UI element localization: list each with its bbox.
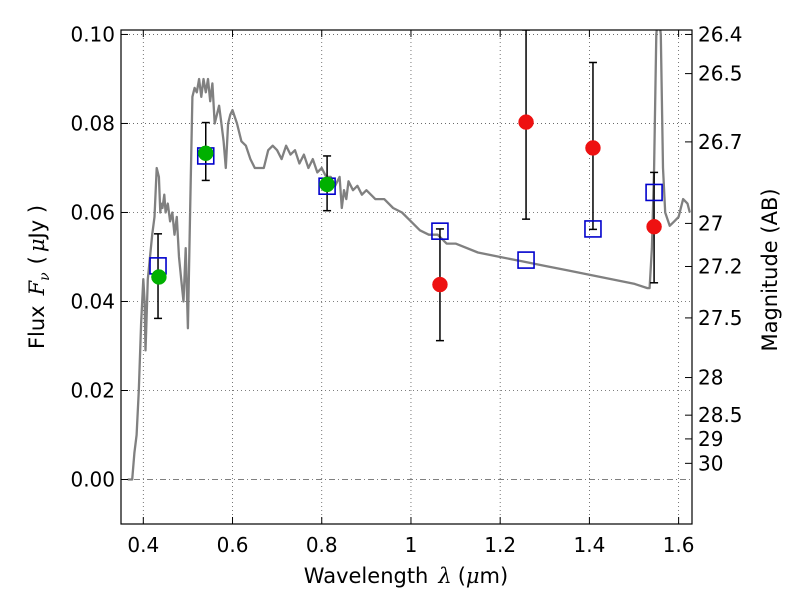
y-axis-F: F xyxy=(25,279,49,296)
measured-point xyxy=(585,140,601,156)
magnitude-axis-label: Magnitude (AB) xyxy=(758,188,782,351)
y-tick-label: 0.10 xyxy=(70,22,115,46)
x-tick-label: 0.8 xyxy=(306,533,338,557)
mag-tick-label: 30 xyxy=(698,451,723,475)
y-axis-label: Flux Fν ( μJy ) xyxy=(25,205,53,349)
mag-tick-label: 26.7 xyxy=(698,130,743,154)
x-tick-label: 0.6 xyxy=(217,533,249,557)
mag-tick-label: 27.5 xyxy=(698,306,743,330)
y-axis-unit-mu: μ xyxy=(25,238,49,252)
y-axis-unit-open: ( xyxy=(25,256,49,264)
y-axis-label-text: Flux xyxy=(25,305,49,349)
mag-tick-label: 28.5 xyxy=(698,403,743,427)
detection-point xyxy=(198,145,214,162)
mag-tick-label: 27.2 xyxy=(698,254,743,278)
detection-point xyxy=(319,176,335,193)
x-axis-lambda: λ xyxy=(437,564,451,588)
model-photometry-square xyxy=(645,183,663,202)
x-tick-label: 1.6 xyxy=(663,533,695,557)
x-tick-label: 0.4 xyxy=(127,533,159,557)
y-tick-label: 0.06 xyxy=(70,200,115,224)
plot-frame xyxy=(120,29,693,525)
x-axis-unit-open: ( xyxy=(458,564,466,588)
x-axis-unit-mu: μ xyxy=(466,564,480,588)
model-photometry-square xyxy=(517,251,535,269)
measured-point xyxy=(518,114,534,130)
mag-tick-label: 28 xyxy=(698,366,723,390)
y-tick-label: 0.08 xyxy=(70,111,115,135)
mag-tick-label: 26.4 xyxy=(698,22,743,46)
detection-point xyxy=(151,269,167,285)
x-axis-label-text: Wavelength xyxy=(304,564,429,588)
measured-point xyxy=(646,218,662,235)
model-photometry-square xyxy=(431,222,449,240)
gridlines xyxy=(121,30,692,524)
x-tick-label: 1.4 xyxy=(573,533,605,557)
plot-contents xyxy=(127,30,691,481)
y-tick-label: 0.00 xyxy=(70,467,115,491)
plot-area xyxy=(127,30,691,481)
x-tick-label: 1 xyxy=(405,533,418,557)
measured-point xyxy=(432,276,448,293)
y-axis-nu: ν xyxy=(37,272,53,281)
mag-tick-label: 27 xyxy=(698,211,723,235)
y-axis-unit-rest: Jy ) xyxy=(25,205,49,241)
x-axis-unit-rest: m) xyxy=(480,564,509,588)
x-axis-label: Wavelength λ (μm) xyxy=(304,564,508,588)
model-sed-line xyxy=(127,30,691,481)
model-photometry-square xyxy=(584,220,602,238)
y-tick-label: 0.04 xyxy=(70,289,115,313)
mag-tick-label: 26.5 xyxy=(698,62,743,86)
mag-tick-label: 29 xyxy=(698,427,723,451)
x-tick-label: 1.2 xyxy=(484,533,516,557)
y-tick-label: 0.02 xyxy=(70,378,115,402)
axis-ticks: 0.4 0.6 0.8 1 1.2 1.4 1.6 0.00 0.02 0.04 0.06 0.08 0… xyxy=(70,22,742,557)
